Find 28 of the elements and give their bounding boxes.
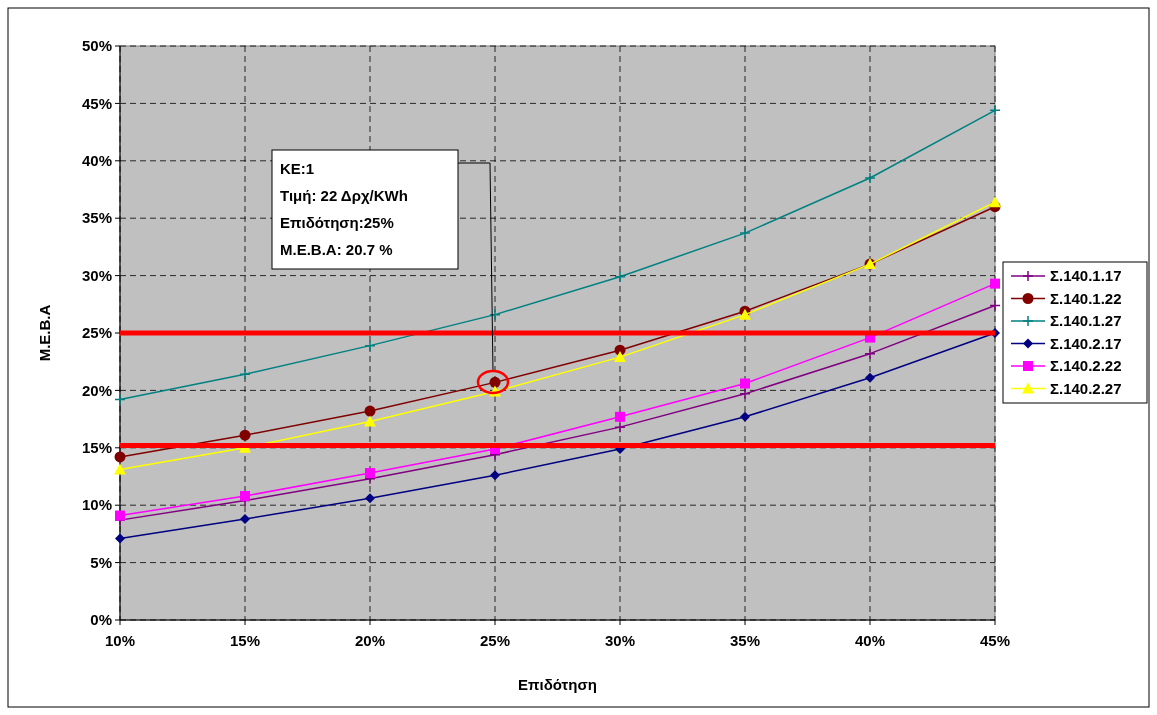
y-tick-label: 30%: [81, 266, 112, 284]
y-tick-label: 0%: [90, 611, 112, 629]
x-tick-label: 35%: [729, 632, 761, 649]
x-tick-label: 10%: [104, 632, 136, 649]
y-tick-label: 45%: [81, 94, 112, 112]
x-tick-label: 30%: [604, 632, 636, 649]
y-tick-label: 35%: [81, 209, 112, 227]
legend-label: Σ.140.1.27: [1050, 312, 1122, 330]
y-tick-label: 5%: [90, 553, 112, 571]
y-tick-label: 20%: [81, 381, 112, 399]
y-axis-title: M.E.B.A: [36, 304, 53, 362]
legend-label: Σ.140.2.27: [1050, 379, 1122, 397]
y-tick-label: 40%: [81, 152, 112, 170]
x-tick-label: 15%: [229, 632, 261, 649]
x-tick-label: 20%: [354, 632, 386, 649]
y-tick-label: 50%: [81, 37, 112, 55]
y-tick-label: 25%: [81, 324, 112, 342]
y-tick-label: 15%: [81, 439, 112, 457]
legend-label: Σ.140.2.22: [1050, 357, 1122, 375]
x-tick-label: 45%: [979, 632, 1011, 649]
legend-label: Σ.140.1.17: [1050, 267, 1122, 285]
x-tick-label: 40%: [854, 632, 886, 649]
annotation: KE:1 Τιμή: 22 Δρχ/KWh Επιδότηση:25% M.E.B.A: 20.7 %: [280, 160, 408, 258]
legend-label: Σ.140.1.22: [1050, 289, 1122, 307]
y-tick-label: 10%: [81, 496, 112, 514]
x-tick-label: 25%: [479, 632, 511, 649]
legend-label: Σ.140.2.17: [1050, 334, 1122, 352]
x-axis-title: Επιδότηση: [518, 676, 597, 693]
